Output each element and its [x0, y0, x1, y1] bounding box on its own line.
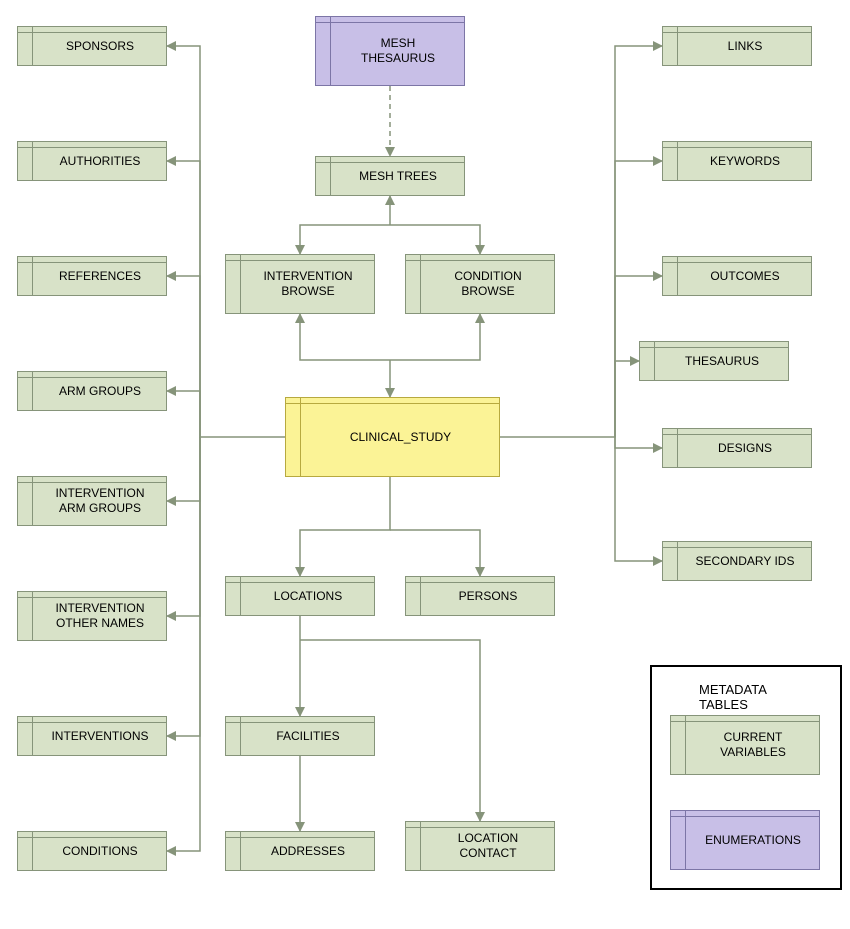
metadata-legend: METADATA TABLES	[650, 665, 842, 890]
entity-intervention_browse: INTERVENTION BROWSE	[225, 254, 375, 314]
entity-sponsors: SPONSORS	[17, 26, 167, 66]
entity-persons: PERSONS	[405, 576, 555, 616]
entity-outcomes: OUTCOMES	[662, 256, 812, 296]
legend-title: METADATA TABLES	[699, 682, 793, 712]
entity-keywords: KEYWORDS	[662, 141, 812, 181]
entity-addresses: ADDRESSES	[225, 831, 375, 871]
entity-references: REFERENCES	[17, 256, 167, 296]
entity-intervention_other: INTERVENTION OTHER NAMES	[17, 591, 167, 641]
entity-arm_groups: ARM GROUPS	[17, 371, 167, 411]
entity-links: LINKS	[662, 26, 812, 66]
entity-mesh_trees: MESH TREES	[315, 156, 465, 196]
entity-designs: DESIGNS	[662, 428, 812, 468]
entity-locations: LOCATIONS	[225, 576, 375, 616]
entity-condition_browse: CONDITION BROWSE	[405, 254, 555, 314]
entity-location_contact: LOCATION CONTACT	[405, 821, 555, 871]
entity-authorities: AUTHORITIES	[17, 141, 167, 181]
entity-intervention_arm: INTERVENTION ARM GROUPS	[17, 476, 167, 526]
entity-interventions: INTERVENTIONS	[17, 716, 167, 756]
entity-mesh_thesaurus: MESH THESAURUS	[315, 16, 465, 86]
entity-secondary_ids: SECONDARY IDS	[662, 541, 812, 581]
entity-facilities: FACILITIES	[225, 716, 375, 756]
entity-thesaurus: THESAURUS	[639, 341, 789, 381]
entity-conditions: CONDITIONS	[17, 831, 167, 871]
entity-clinical_study: CLINICAL_STUDY	[285, 397, 500, 477]
